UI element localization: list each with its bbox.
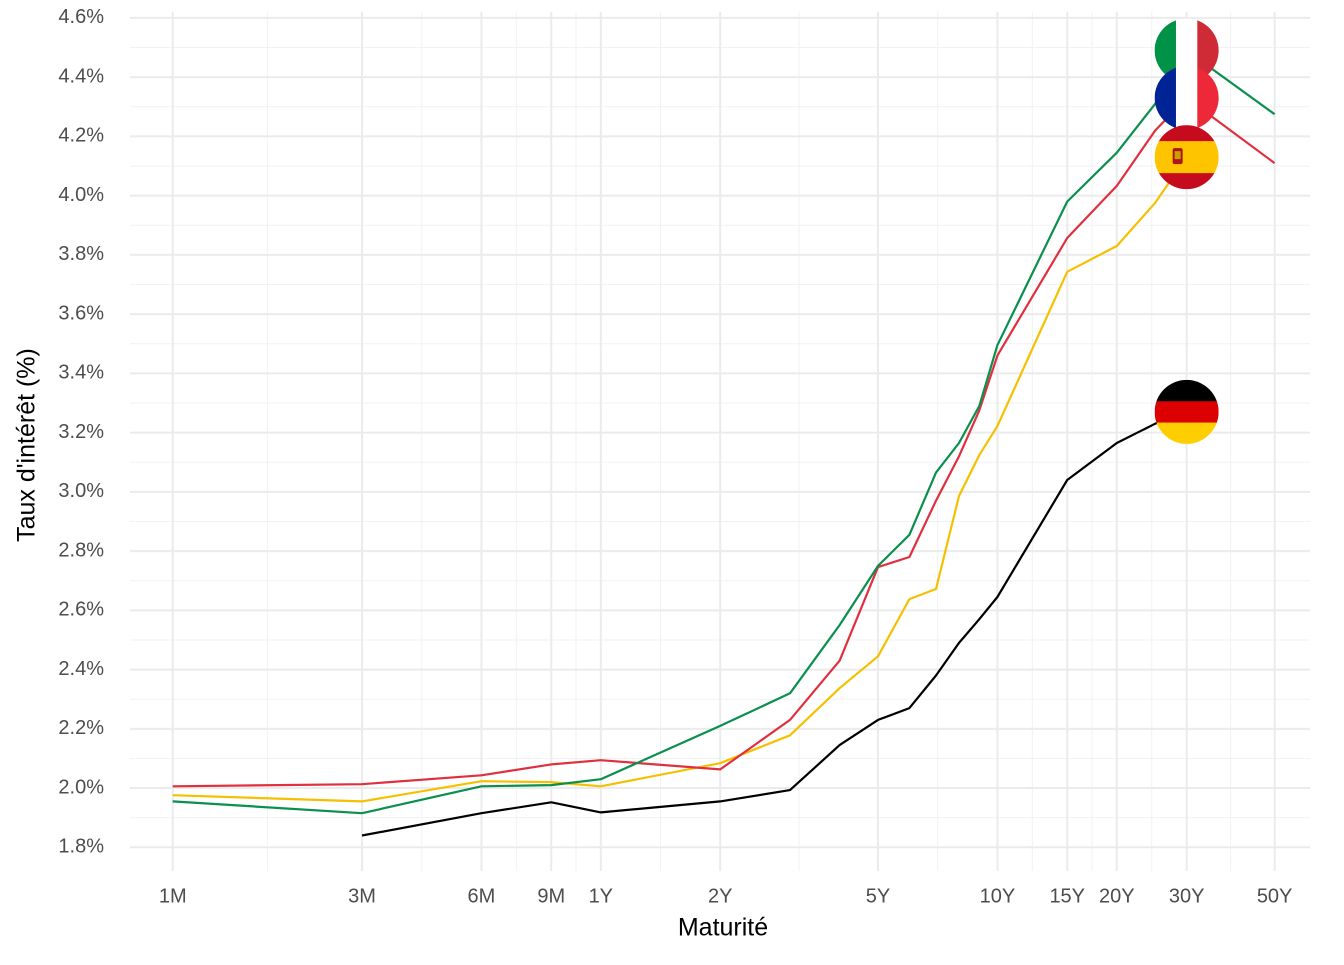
series-line	[172, 156, 1188, 803]
y-tick-label: 4.0%	[58, 184, 104, 206]
flag	[1154, 125, 1219, 190]
x-tick-label: 50Y	[1257, 885, 1293, 907]
flag	[1154, 65, 1219, 130]
y-tick-label: 4.6%	[58, 6, 104, 28]
x-tick-label: 3M	[348, 885, 376, 907]
flag-band	[1154, 173, 1219, 190]
x-tick-label: 1Y	[589, 885, 613, 907]
y-tick-label: 3.0%	[58, 480, 104, 502]
flag-band	[1154, 141, 1219, 174]
grid	[130, 12, 1310, 871]
x-tick-label: 30Y	[1169, 885, 1205, 907]
x-axis-title: Maturité	[678, 914, 768, 942]
flag-band	[1175, 65, 1198, 130]
x-tick-label: 5Y	[866, 885, 890, 907]
y-tick-label: 3.6%	[58, 302, 104, 324]
x-tick-label: 15Y	[1049, 885, 1085, 907]
series-line	[361, 410, 1187, 837]
x-tick-label: 6M	[468, 885, 496, 907]
flag-band	[1197, 18, 1219, 83]
y-tick-label: 1.8%	[58, 836, 104, 858]
flag	[1154, 379, 1219, 444]
y-tick-label: 2.0%	[58, 776, 104, 798]
x-tick-label: 10Y	[980, 885, 1016, 907]
y-tick-label: 2.4%	[58, 658, 104, 680]
lines	[172, 49, 1276, 837]
x-tick-label: 20Y	[1099, 885, 1135, 907]
y-tick-label: 3.4%	[58, 362, 104, 384]
y-tick-label: 4.4%	[58, 65, 104, 87]
y-tick-label: 4.2%	[58, 125, 104, 147]
flag-band	[1154, 125, 1219, 142]
x-tick-label: 2Y	[708, 885, 732, 907]
x-tick-label: 1M	[159, 885, 187, 907]
flag-band	[1154, 422, 1219, 444]
flag-band	[1154, 379, 1219, 402]
labels: Maturité Taux d'intérêt (%) 1.8% 2.0% 2.2%…	[13, 6, 1293, 941]
flag-band	[1154, 18, 1177, 83]
y-tick-label: 3.2%	[58, 421, 104, 443]
flags	[1154, 18, 1219, 444]
y-tick-label: 2.8%	[58, 539, 104, 561]
x-tick-label: 9M	[537, 885, 565, 907]
y-axis-title: Taux d'intérêt (%)	[13, 348, 41, 542]
series-line	[172, 96, 1276, 788]
y-tick-label: 2.2%	[58, 717, 104, 739]
flag-band	[1197, 65, 1219, 130]
flag-band	[1154, 65, 1177, 130]
flag-band	[1154, 401, 1219, 424]
flag-emblem	[1174, 151, 1181, 160]
series-line	[172, 49, 1276, 815]
y-tick-label: 3.8%	[58, 243, 104, 265]
y-tick-label: 2.6%	[58, 599, 104, 621]
